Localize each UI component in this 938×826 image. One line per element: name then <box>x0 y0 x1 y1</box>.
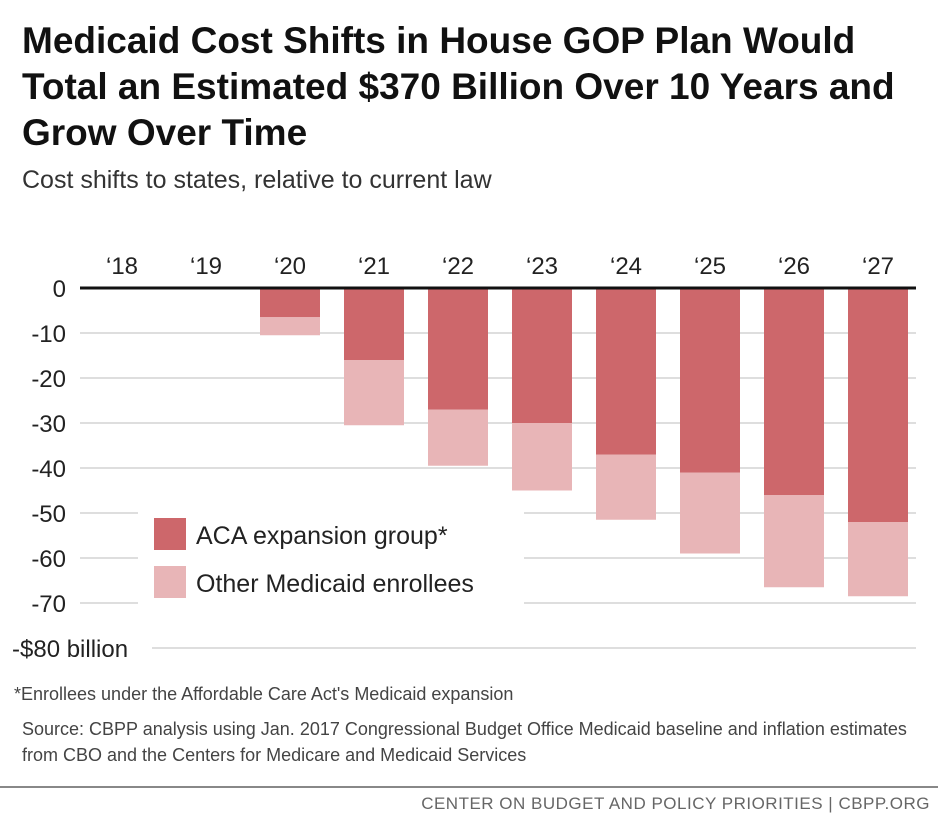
bar-aca-expansion <box>680 288 740 473</box>
legend: ACA expansion group* Other Medicaid enrol… <box>138 502 524 610</box>
x-tick-label: ‘27 <box>862 253 894 280</box>
y-tick-label: -10 <box>31 321 66 348</box>
x-tick-label: ‘18 <box>106 253 138 280</box>
source-note: Source: CBPP analysis using Jan. 2017 Co… <box>22 719 907 765</box>
y-tick-label: -30 <box>31 411 66 438</box>
bar-other-enrollees <box>428 409 488 466</box>
bar-other-enrollees <box>260 317 320 336</box>
legend-swatch <box>154 566 186 598</box>
footnote: *Enrollees under the Affordable Care Act… <box>14 684 514 704</box>
bar-aca-expansion <box>260 288 320 318</box>
chart-subtitle: Cost shifts to states, relative to curre… <box>22 166 492 194</box>
bars <box>260 288 908 597</box>
bar-other-enrollees <box>680 472 740 554</box>
organization-credit: CENTER ON BUDGET AND POLICY PRIORITIES |… <box>421 794 930 813</box>
x-tick-label: ‘19 <box>190 253 222 280</box>
legend-background <box>138 502 524 610</box>
bar-other-enrollees <box>764 495 824 588</box>
bar-other-enrollees <box>848 522 908 597</box>
bar-aca-expansion <box>596 288 656 455</box>
x-tick-label: ‘22 <box>442 253 474 280</box>
x-tick-label: ‘25 <box>694 253 726 280</box>
x-tick-label: ‘20 <box>274 253 306 280</box>
x-tick-labels: ‘18 ‘19 ‘20 ‘21 ‘22 ‘23 ‘24 ‘25 ‘26 ‘27 <box>106 253 894 280</box>
bar-aca-expansion <box>512 288 572 423</box>
y-tick-label: -70 <box>31 591 66 618</box>
bar-other-enrollees <box>344 360 404 426</box>
bar-aca-expansion <box>764 288 824 495</box>
bar-aca-expansion <box>428 288 488 410</box>
y-tick-label: -$80 billion <box>12 636 128 663</box>
y-tick-label: 0 <box>53 276 66 303</box>
legend-label: ACA expansion group* <box>196 522 448 550</box>
x-tick-label: ‘23 <box>526 253 558 280</box>
bar-other-enrollees <box>596 454 656 520</box>
footer-divider <box>0 786 938 788</box>
y-tick-label: -50 <box>31 501 66 528</box>
y-tick-label: -20 <box>31 366 66 393</box>
bar-chart: ‘18 ‘19 ‘20 ‘21 ‘22 ‘23 ‘24 ‘25 ‘26 ‘27 0 -10 -20 -3… <box>12 253 916 663</box>
y-tick-label: -40 <box>31 456 66 483</box>
bar-aca-expansion <box>344 288 404 360</box>
bar-aca-expansion <box>848 288 908 522</box>
x-tick-label: ‘26 <box>778 253 810 280</box>
bar-other-enrollees <box>512 423 572 491</box>
y-tick-label: -60 <box>31 546 66 573</box>
chart-title: Medicaid Cost Shifts in House GOP Plan W… <box>22 20 895 153</box>
x-tick-label: ‘24 <box>610 253 642 280</box>
x-tick-label: ‘21 <box>358 253 390 280</box>
legend-label: Other Medicaid enrollees <box>196 570 474 598</box>
legend-swatch <box>154 518 186 550</box>
y-tick-labels: 0 -10 -20 -30 -40 -50 -60 -70 -$80 billion <box>12 276 128 663</box>
